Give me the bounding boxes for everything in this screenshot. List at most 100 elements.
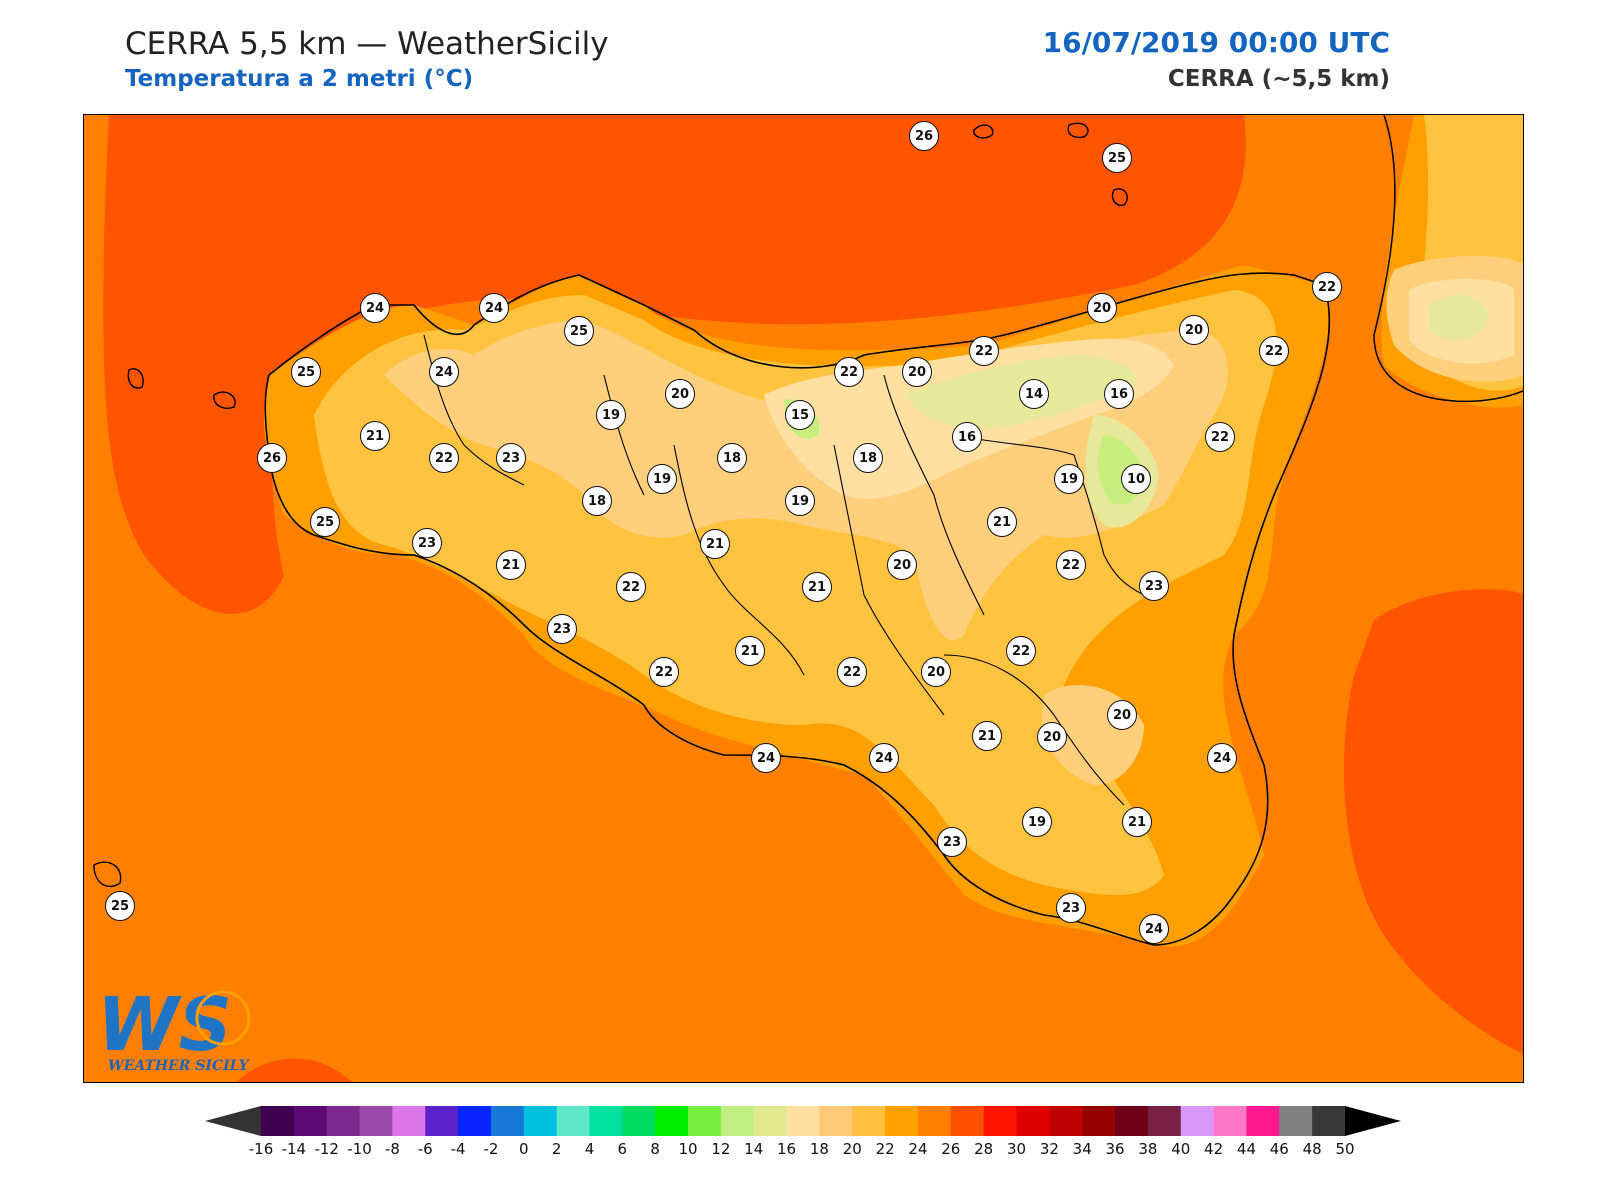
station-value-label: 21 xyxy=(735,636,765,666)
colorbar-segment xyxy=(1115,1106,1149,1136)
colorbar-segment xyxy=(720,1106,755,1136)
station-value-label: 20 xyxy=(1037,722,1067,752)
station-value-label: 22 xyxy=(969,336,999,366)
colorbar-tick-label: -4 xyxy=(450,1140,466,1158)
colorbar-tick-label: -8 xyxy=(384,1140,400,1158)
station-value-label: 21 xyxy=(987,507,1017,537)
colorbar-segment xyxy=(1180,1106,1215,1136)
sea-hot-east xyxy=(1344,589,1523,1054)
colorbar-tick-label: 20 xyxy=(842,1140,862,1158)
colorbar-tick-label: 26 xyxy=(941,1140,961,1158)
colorbar-segment xyxy=(688,1106,722,1136)
colorbar-segment xyxy=(392,1106,426,1136)
station-value-label: 22 xyxy=(649,657,679,687)
station-value-label: 19 xyxy=(596,400,626,430)
station-value-label: 19 xyxy=(647,464,677,494)
station-value-label: 21 xyxy=(700,529,730,559)
station-value-label: 24 xyxy=(429,357,459,387)
colorbar-segment xyxy=(1279,1106,1313,1136)
station-value-label: 24 xyxy=(360,293,390,323)
colorbar-segment xyxy=(753,1106,788,1136)
colorbar-segment xyxy=(326,1106,361,1136)
station-value-label: 19 xyxy=(785,486,815,516)
station-value-label: 18 xyxy=(582,486,612,516)
station-value-label: 15 xyxy=(785,400,815,430)
forecast-datetime: 16/07/2019 00:00 UTC xyxy=(1042,26,1390,59)
station-value-label: 21 xyxy=(496,550,526,580)
station-value-label: 22 xyxy=(1205,422,1235,452)
colorbar-tick-label: -2 xyxy=(483,1140,499,1158)
station-value-label: 22 xyxy=(1312,272,1342,302)
pantelleria-island xyxy=(93,861,122,888)
egadi-islands xyxy=(127,368,236,409)
colorbar-segment xyxy=(1082,1106,1116,1136)
sicily-coastline xyxy=(264,272,1331,946)
station-value-label: 24 xyxy=(869,743,899,773)
colorbar-tick-label: 18 xyxy=(809,1140,829,1158)
colorbar-segment xyxy=(655,1106,689,1136)
station-value-label: 25 xyxy=(1102,143,1132,173)
colorbar-tick-label: -6 xyxy=(417,1140,433,1158)
station-value-label: 22 xyxy=(1056,550,1086,580)
model-label: CERRA (~5,5 km) xyxy=(1167,66,1390,92)
colorbar-tick-label: 16 xyxy=(777,1140,797,1158)
station-value-label: 26 xyxy=(909,121,939,151)
colorbar-segment xyxy=(950,1106,985,1136)
colorbar-tick-label: 50 xyxy=(1335,1140,1355,1158)
station-value-label: 16 xyxy=(1104,379,1134,409)
colorbar-tick-label: 8 xyxy=(650,1140,660,1158)
map-subtitle: Temperatura a 2 metri (°C) xyxy=(125,66,474,92)
colorbar-segment xyxy=(293,1106,328,1136)
colorbar xyxy=(205,1106,1401,1136)
station-value-label: 23 xyxy=(1139,571,1169,601)
colorbar-tick-label: -14 xyxy=(281,1140,307,1158)
station-value-label: 23 xyxy=(412,528,442,558)
colorbar-tick-label: 40 xyxy=(1171,1140,1191,1158)
aeolian-islands xyxy=(973,122,1128,206)
colorbar-segment xyxy=(523,1106,558,1136)
colorbar-tick-label: 12 xyxy=(711,1140,731,1158)
station-value-label: 23 xyxy=(547,614,577,644)
colorbar-segment xyxy=(359,1106,393,1136)
colorbar-segment xyxy=(589,1106,623,1136)
colorbar-segment xyxy=(819,1106,853,1136)
station-value-label: 18 xyxy=(853,443,883,473)
colorbar-tick-label: 42 xyxy=(1204,1140,1224,1158)
colorbar-segment xyxy=(1049,1106,1083,1136)
colorbar-segment xyxy=(1147,1106,1182,1136)
station-value-label: 20 xyxy=(1179,315,1209,345)
station-value-label: 22 xyxy=(429,443,459,473)
logo-sun-icon xyxy=(195,990,251,1046)
station-value-label: 20 xyxy=(1107,700,1137,730)
station-value-label: 20 xyxy=(1087,293,1117,323)
colorbar-tick-label: -12 xyxy=(314,1140,339,1158)
station-value-label: 22 xyxy=(834,357,864,387)
station-value-label: 25 xyxy=(564,316,594,346)
colorbar-tick-label: 36 xyxy=(1105,1140,1125,1158)
map-canvas xyxy=(84,115,1523,1082)
colorbar-segment xyxy=(425,1106,459,1136)
colorbar-tick-label: 30 xyxy=(1006,1140,1027,1158)
weather-sicily-logo: WS xyxy=(97,982,251,1068)
station-value-label: 24 xyxy=(479,293,509,323)
sea-hot-north xyxy=(103,115,1246,614)
colorbar-segment xyxy=(1246,1106,1280,1136)
colorbar-over-arrow xyxy=(1345,1106,1401,1136)
colorbar-tick-label: 24 xyxy=(908,1140,928,1158)
station-value-label: 21 xyxy=(360,421,390,451)
map-title: CERRA 5,5 km — WeatherSicily xyxy=(125,26,609,62)
station-value-label: 21 xyxy=(1122,807,1152,837)
station-value-label: 16 xyxy=(952,422,982,452)
temperature-map[interactable]: 26 25 24 24 25 25 24 21 26 22 23 19 20 19 18 18 15 18 22 20… xyxy=(83,114,1524,1083)
station-value-label: 14 xyxy=(1019,379,1049,409)
station-value-label: 22 xyxy=(1006,636,1036,666)
colorbar-segment xyxy=(983,1106,1018,1136)
colorbar-tick-label: 10 xyxy=(678,1140,698,1158)
station-value-label: 20 xyxy=(921,657,951,687)
colorbar-tick-label: 2 xyxy=(551,1140,562,1158)
station-value-label: 24 xyxy=(1139,914,1169,944)
colorbar-under-arrow xyxy=(205,1106,261,1136)
colorbar-segment xyxy=(885,1106,919,1136)
station-value-label: 19 xyxy=(1022,807,1052,837)
colorbar-tick-label: 14 xyxy=(744,1140,764,1158)
